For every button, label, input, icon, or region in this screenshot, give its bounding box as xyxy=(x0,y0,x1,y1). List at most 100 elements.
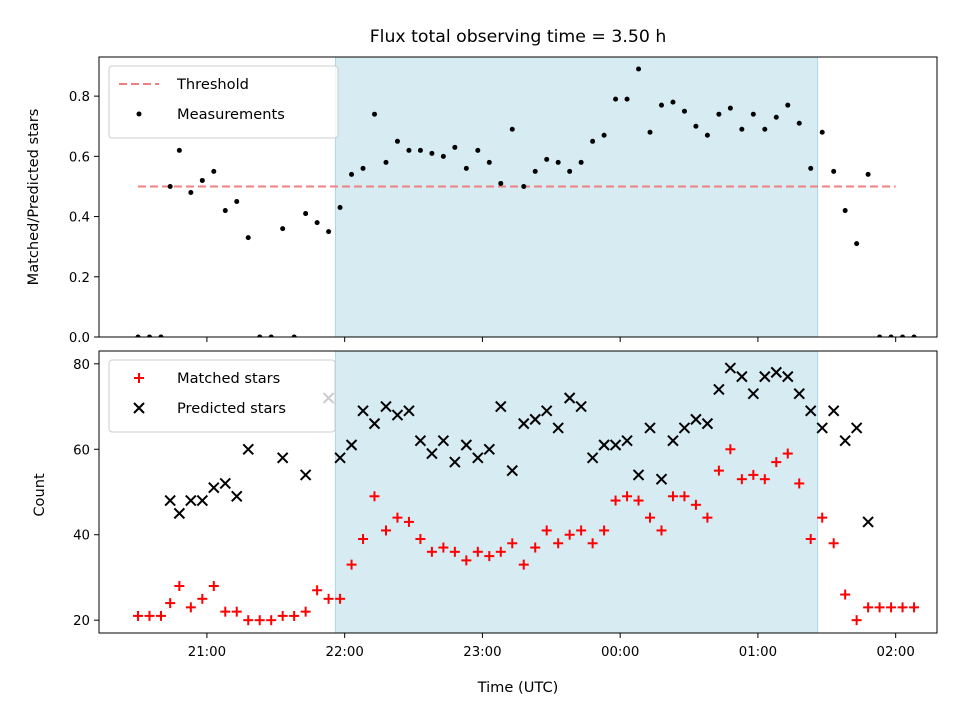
measurement-point xyxy=(167,183,173,189)
predicted-star-point xyxy=(736,370,748,383)
measurement-point xyxy=(234,199,240,205)
top-plot-area xyxy=(135,57,917,337)
matched-star-point xyxy=(472,546,483,557)
predicted-star-point xyxy=(437,435,450,447)
top-legend: Threshold Measurements xyxy=(108,65,339,139)
predicted-star-point xyxy=(598,439,610,451)
matched-star-point xyxy=(713,465,724,476)
matched-star-point xyxy=(851,615,862,626)
matched-star-point xyxy=(403,516,414,527)
predicted-star-point xyxy=(472,452,484,464)
predicted-star-point xyxy=(563,392,576,404)
matched-star-point xyxy=(599,525,610,536)
matched-star-point xyxy=(828,538,839,549)
measurement-point xyxy=(693,123,699,129)
predicted-star-point xyxy=(690,413,702,426)
x-tick-label: 21:00 xyxy=(188,645,226,660)
predicted-star-point xyxy=(357,405,369,417)
matched-star-point xyxy=(610,495,621,506)
matched-star-point xyxy=(484,551,495,562)
measurement-point xyxy=(544,156,550,162)
matched-star-point xyxy=(725,444,736,455)
chart-title: Flux total observing time = 3.50 h xyxy=(370,27,667,47)
matched-star-point xyxy=(174,581,185,591)
matched-star-point xyxy=(277,610,288,621)
measurement-point xyxy=(681,108,687,114)
x-tick-label: 23:00 xyxy=(463,645,501,660)
measurement-point xyxy=(463,165,469,171)
x-tick-label: 01:00 xyxy=(739,645,777,660)
matched-star-point xyxy=(369,491,380,502)
predicted-star-point xyxy=(380,400,392,413)
measurement-point xyxy=(704,132,710,138)
predicted-star-point xyxy=(724,362,737,374)
matched-star-point xyxy=(133,610,144,621)
matched-star-point xyxy=(165,598,176,609)
measurement-point xyxy=(314,220,320,226)
predicted-star-point xyxy=(805,405,817,417)
predicted-star-point xyxy=(426,447,438,460)
matched-star-point xyxy=(736,474,747,485)
measurement-point xyxy=(716,111,722,117)
measurement-point xyxy=(590,138,596,144)
predicted-star-point xyxy=(414,435,427,447)
matched-star-point xyxy=(323,593,334,604)
measurement-point xyxy=(245,235,251,241)
predicted-star-point xyxy=(173,507,186,520)
measurement-point xyxy=(567,168,573,174)
predicted-star-point xyxy=(276,452,289,464)
measurement-point xyxy=(670,99,676,105)
measurement-point xyxy=(291,334,297,337)
matched-star-point xyxy=(144,610,155,621)
top-y-tick-label: 0.4 xyxy=(69,211,90,226)
matched-star-point xyxy=(553,538,564,549)
bottom-y-tick-label: 40 xyxy=(73,529,90,544)
measurement-point xyxy=(601,132,607,138)
measurement-point xyxy=(578,159,584,165)
legend-label: Predicted stars xyxy=(177,400,286,417)
predicted-star-point xyxy=(368,417,381,430)
measurement-point xyxy=(521,183,527,189)
predicted-star-point xyxy=(529,413,541,426)
measurement-point xyxy=(372,111,378,117)
matched-star-point xyxy=(495,546,506,557)
predicted-star-point xyxy=(219,477,231,490)
matched-star-point xyxy=(576,525,587,536)
matched-star-point xyxy=(312,585,323,596)
matched-star-point xyxy=(415,534,426,544)
predicted-star-point xyxy=(552,422,564,434)
matched-star-point xyxy=(449,546,460,557)
matched-star-point xyxy=(208,581,219,591)
measurement-point xyxy=(326,229,332,235)
bottom-legend: Matched stars Predicted stars xyxy=(108,359,336,433)
measurement-point xyxy=(360,165,366,171)
predicted-star-point xyxy=(850,422,863,434)
matched-star-point xyxy=(243,615,254,626)
measurement-point xyxy=(854,241,860,247)
bottom-plot-area xyxy=(133,351,920,633)
measurement-point xyxy=(831,168,837,174)
matched-star-point xyxy=(564,529,575,540)
predicted-star-point xyxy=(540,405,553,417)
measurement-point xyxy=(188,189,194,195)
matched-star-point xyxy=(633,495,644,506)
x-tick-label: 22:00 xyxy=(325,645,363,660)
predicted-star-point xyxy=(816,422,828,434)
measurement-point xyxy=(900,334,906,337)
predicted-star-point xyxy=(759,370,771,383)
measurement-point xyxy=(865,171,871,177)
predicted-star-point xyxy=(839,435,851,447)
legend-measurement-marker xyxy=(136,111,142,117)
measurement-point xyxy=(349,171,355,177)
predicted-star-point xyxy=(460,439,473,451)
measurement-point xyxy=(486,159,492,165)
measurement-point xyxy=(636,66,642,72)
legend-label: Matched stars xyxy=(177,370,280,387)
matched-star-point xyxy=(541,525,552,536)
predicted-star-point xyxy=(586,452,599,464)
matched-star-point xyxy=(197,593,208,604)
bottom-y-tick-label: 80 xyxy=(73,358,90,373)
matched-star-point xyxy=(794,478,805,489)
bottom-y-axis-label: Count xyxy=(31,473,48,517)
x-tick-label: 02:00 xyxy=(877,645,915,660)
